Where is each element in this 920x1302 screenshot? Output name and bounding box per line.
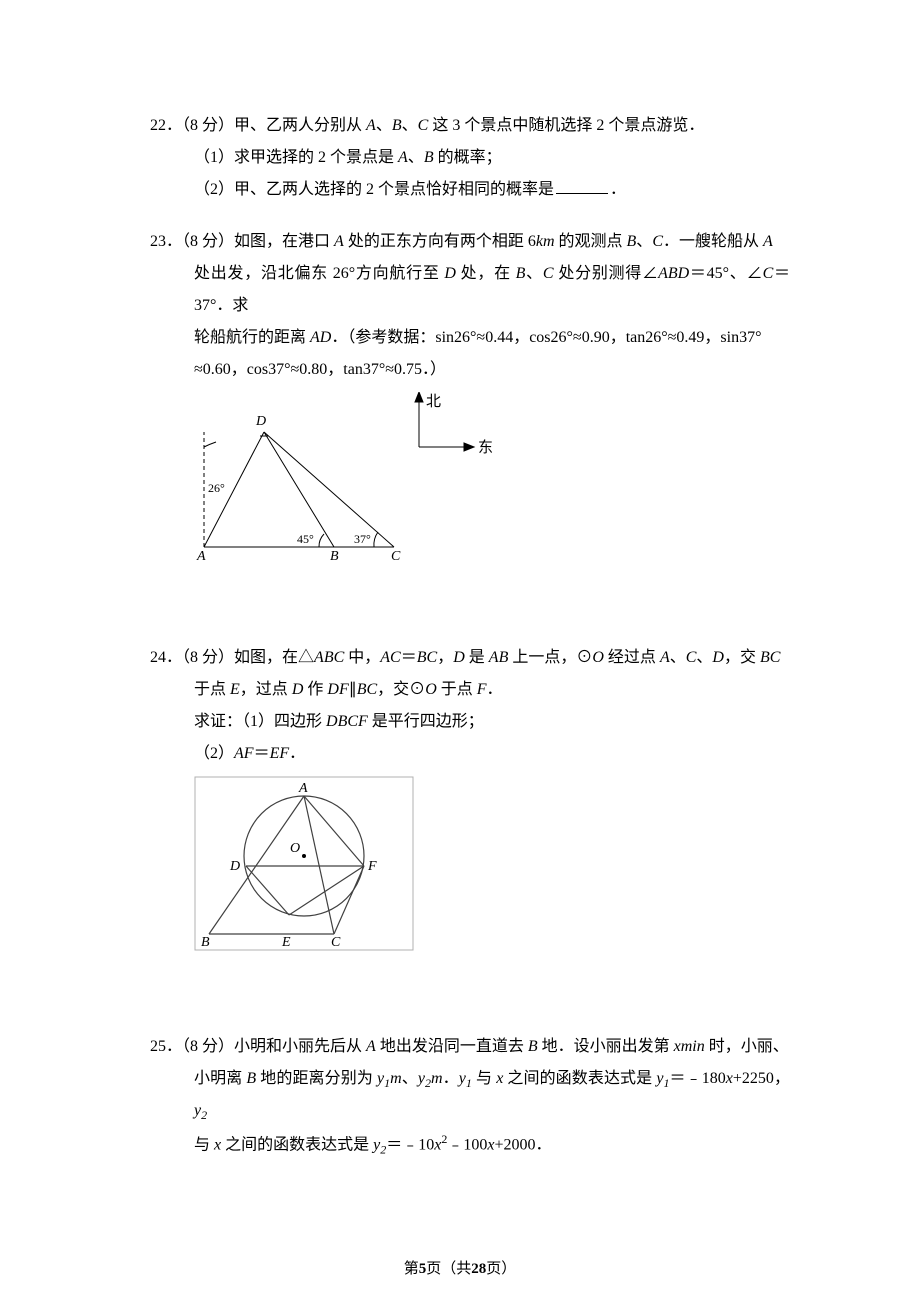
q23-number: 23 xyxy=(150,233,166,250)
q25-l2: 小明离 B 地的距离分别为 y1m、y2m．y1 与 x 之间的函数表达式是 y… xyxy=(150,1063,790,1127)
q25-points: （8 分） xyxy=(182,1038,234,1055)
question-22: 22 ． （8 分）甲、乙两人分别从 A、B、C 这 3 个景点中随机选择 2 个景… xyxy=(150,110,790,206)
spacer xyxy=(150,582,790,642)
question-25: 25．（8 分）小明和小丽先后从 A 地出发沿同一直道去 B 地．设小丽出发第 … xyxy=(150,1031,790,1162)
q23-l1: 23．（8 分）如图，在港口 A 处的正东方向有两个相距 6km 的观测点 B、… xyxy=(150,226,790,258)
page: 22．（8 分）甲、乙两人分别从 A、B、C 这 3 个景点中随机选择 2 个景… xyxy=(0,0,920,1302)
fill-blank xyxy=(556,177,608,194)
q23-l4: ≈0.60，cos37°≈0.80，tan37°≈0.75．） xyxy=(150,354,790,386)
q22-stem: 22．（8 分）甲、乙两人分别从 A、B、C 这 3 个景点中随机选择 2 个景… xyxy=(150,110,790,142)
l-B: B xyxy=(201,935,210,950)
l-O: O xyxy=(290,841,300,856)
l-E: E xyxy=(281,935,291,950)
q25-l1: 25．（8 分）小明和小丽先后从 A 地出发沿同一直道去 B 地．设小丽出发第 … xyxy=(150,1031,790,1063)
footer-total: 28 xyxy=(471,1261,486,1277)
question-23: 23．（8 分）如图，在港口 A 处的正东方向有两个相距 6km 的观测点 B、… xyxy=(150,226,790,562)
q22-number: 22 xyxy=(150,117,166,134)
compass-east: 东 xyxy=(478,439,493,456)
q24-number: 24 xyxy=(150,649,166,666)
q22-sub2a: （2）甲、乙两人选择的 2 个景点恰好相同的概率是 xyxy=(194,181,554,198)
footer-mid: 页（共 xyxy=(426,1261,471,1277)
q24-figure: A D F O B E C xyxy=(194,776,790,951)
spacer-2 xyxy=(150,971,790,1031)
q23-l3: 轮船航行的距离 AD．（参考数据：sin26°≈0.44，cos26°≈0.90… xyxy=(150,322,790,354)
compass-north: 北 xyxy=(426,393,441,410)
footer-prefix: 第 xyxy=(404,1261,419,1277)
q22-points: （8 分） xyxy=(182,117,234,134)
label-D: D xyxy=(255,414,266,429)
label-B: B xyxy=(330,549,339,562)
page-footer: 第5页（共28页） xyxy=(0,1254,920,1284)
q24-l3: 求证：（1）四边形 DBCF 是平行四边形； xyxy=(150,706,790,738)
q24-points: （8 分） xyxy=(182,649,234,666)
l-A: A xyxy=(298,781,308,796)
l-F: F xyxy=(367,859,377,874)
label-C: C xyxy=(391,549,401,562)
label-45: 45° xyxy=(297,532,314,546)
q24-l4: （2）AF＝EF． xyxy=(150,738,790,770)
label-37: 37° xyxy=(354,532,371,546)
l-D: D xyxy=(229,859,240,874)
q23-l2: 处出发，沿北偏东 26°方向航行至 D 处，在 B、C 处分别测得∠ABD＝45… xyxy=(150,258,790,322)
q23-figure: 北 东 A xyxy=(194,392,790,562)
q24-l2: 于点 E，过点 D 作 DF∥BC，交⊙O 于点 F． xyxy=(150,674,790,706)
q22-text: 甲、乙两人分别从 A、B、C 这 3 个景点中随机选择 2 个景点游览． xyxy=(234,117,704,134)
q24-l1: 24．（8 分）如图，在△ABC 中，AC＝BC，D 是 AB 上一点，⊙O 经… xyxy=(150,642,790,674)
q22-sub2b: ． xyxy=(610,181,626,198)
q22-sub1: （1）求甲选择的 2 个景点是 A、B 的概率； xyxy=(150,142,790,174)
l-C: C xyxy=(331,935,341,950)
q23-points: （8 分） xyxy=(182,233,234,250)
footer-suffix: 页） xyxy=(486,1261,516,1277)
q25-number: 25 xyxy=(150,1038,166,1055)
question-24: 24．（8 分）如图，在△ABC 中，AC＝BC，D 是 AB 上一点，⊙O 经… xyxy=(150,642,790,951)
label-26: 26° xyxy=(208,481,225,495)
q25-l3: 与 x 之间的函数表达式是 y2＝﹣10x2﹣100x+2000． xyxy=(150,1127,790,1162)
q22-sub2: （2）甲、乙两人选择的 2 个景点恰好相同的概率是 ． xyxy=(150,174,790,206)
label-A: A xyxy=(196,549,206,562)
